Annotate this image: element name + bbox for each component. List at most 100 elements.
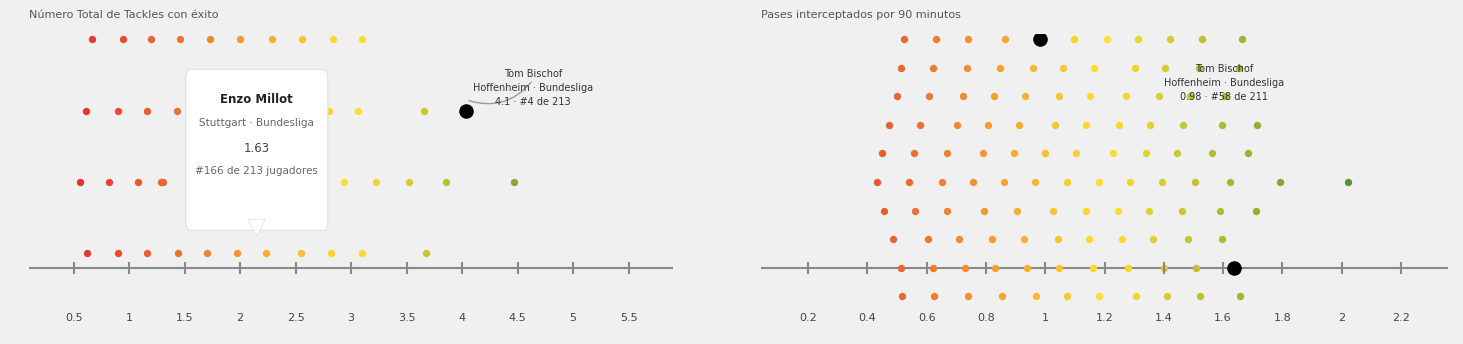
Point bbox=[322, 322, 345, 327]
Point bbox=[892, 36, 916, 42]
Point bbox=[865, 179, 888, 185]
Point bbox=[1210, 122, 1233, 128]
Point bbox=[1055, 293, 1078, 299]
Point bbox=[1208, 208, 1232, 213]
Point bbox=[1141, 236, 1165, 242]
Point bbox=[76, 250, 99, 256]
Point bbox=[413, 108, 436, 114]
Point bbox=[1188, 65, 1211, 71]
Point bbox=[983, 265, 1007, 270]
Point bbox=[1246, 122, 1270, 128]
Point bbox=[977, 8, 1001, 13]
Point bbox=[1150, 179, 1173, 185]
Point bbox=[200, 322, 224, 327]
Text: Enzo Millot: Enzo Millot bbox=[221, 94, 293, 106]
Point bbox=[990, 293, 1014, 299]
Point bbox=[1024, 179, 1048, 185]
Point bbox=[1087, 293, 1110, 299]
Point bbox=[891, 293, 914, 299]
Point bbox=[1191, 8, 1214, 13]
Point bbox=[332, 179, 356, 185]
Point bbox=[435, 179, 458, 185]
Point bbox=[903, 151, 926, 156]
Point bbox=[876, 122, 900, 128]
Point bbox=[1170, 208, 1194, 213]
Point bbox=[1024, 293, 1048, 299]
Point bbox=[322, 36, 345, 42]
Point bbox=[1151, 265, 1175, 270]
Point bbox=[455, 108, 478, 114]
Point bbox=[111, 36, 135, 42]
Point bbox=[165, 108, 189, 114]
Point bbox=[1074, 208, 1097, 213]
Point bbox=[897, 179, 920, 185]
Point bbox=[1127, 8, 1150, 13]
Point bbox=[1078, 94, 1102, 99]
Point bbox=[107, 250, 130, 256]
Point bbox=[1116, 265, 1140, 270]
Point bbox=[69, 179, 92, 185]
Point bbox=[920, 65, 944, 71]
Point bbox=[952, 265, 976, 270]
Point bbox=[140, 36, 164, 42]
Point bbox=[1106, 208, 1129, 213]
Point bbox=[268, 179, 291, 185]
Point bbox=[1110, 236, 1134, 242]
Point bbox=[135, 108, 158, 114]
Point bbox=[1043, 122, 1067, 128]
Point bbox=[1034, 151, 1058, 156]
Point bbox=[319, 250, 342, 256]
Point bbox=[1055, 179, 1078, 185]
Point bbox=[171, 322, 195, 327]
Point bbox=[1172, 122, 1195, 128]
Point bbox=[1081, 8, 1105, 13]
Text: Tom Bischof
Hoffenheim · Bundesliga
0.98 · #58 de 211: Tom Bischof Hoffenheim · Bundesliga 0.98… bbox=[1163, 64, 1285, 102]
Point bbox=[1134, 151, 1157, 156]
Point bbox=[1021, 65, 1045, 71]
Point bbox=[1176, 236, 1200, 242]
Point bbox=[1268, 179, 1292, 185]
Point bbox=[1227, 65, 1251, 71]
Point bbox=[935, 151, 958, 156]
Point bbox=[983, 94, 1007, 99]
Point bbox=[1184, 265, 1207, 270]
Point bbox=[351, 322, 375, 327]
Point bbox=[1336, 179, 1359, 185]
Point bbox=[1219, 179, 1242, 185]
Point bbox=[1077, 236, 1100, 242]
Point bbox=[168, 36, 192, 42]
Point bbox=[1188, 293, 1211, 299]
Point bbox=[290, 36, 313, 42]
Point bbox=[930, 179, 954, 185]
Point bbox=[1160, 8, 1184, 13]
Point bbox=[1230, 36, 1254, 42]
Point bbox=[1107, 122, 1131, 128]
Point bbox=[1200, 151, 1223, 156]
Point bbox=[925, 36, 948, 42]
Point bbox=[1157, 36, 1181, 42]
Point bbox=[1074, 122, 1097, 128]
Point bbox=[1210, 236, 1233, 242]
Point bbox=[165, 250, 189, 256]
Point bbox=[1083, 65, 1106, 71]
Point bbox=[347, 108, 370, 114]
Point bbox=[253, 108, 277, 114]
Point bbox=[917, 94, 941, 99]
Point bbox=[1178, 94, 1201, 99]
Point bbox=[1166, 151, 1189, 156]
Point bbox=[1048, 265, 1071, 270]
FancyBboxPatch shape bbox=[186, 69, 328, 230]
Point bbox=[1245, 208, 1268, 213]
Text: #166 de 213 jugadores: #166 de 213 jugadores bbox=[196, 166, 319, 176]
Point bbox=[980, 236, 1004, 242]
Point bbox=[993, 322, 1017, 327]
Point bbox=[111, 322, 135, 327]
Point bbox=[926, 322, 949, 327]
Point bbox=[502, 179, 525, 185]
Point bbox=[225, 250, 249, 256]
Point bbox=[976, 122, 999, 128]
Point bbox=[1154, 65, 1178, 71]
Point bbox=[1222, 265, 1245, 270]
Point bbox=[351, 250, 375, 256]
Point bbox=[1005, 208, 1028, 213]
